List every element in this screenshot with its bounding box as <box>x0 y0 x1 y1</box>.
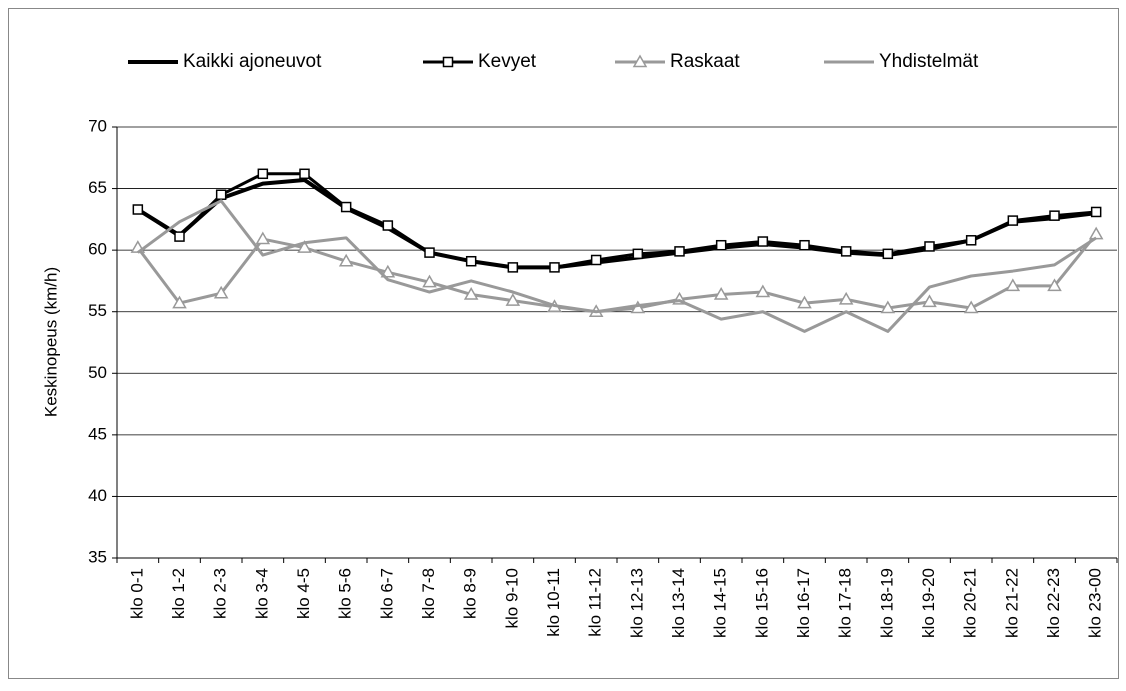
series-line <box>136 177 1097 270</box>
y-tick-label: 45 <box>88 424 107 443</box>
x-tick-label: klo 9-10 <box>502 568 521 628</box>
legend-label: Kevyet <box>478 51 537 72</box>
y-tick-label: 35 <box>88 547 107 566</box>
marker-triangle <box>1047 278 1062 292</box>
marker-square <box>257 168 269 180</box>
legend-label: Yhdistelmät <box>879 51 979 72</box>
marker-square <box>799 239 810 251</box>
marker-square <box>424 247 435 258</box>
marker-square <box>632 248 644 260</box>
marker-triangle <box>463 286 479 300</box>
marker-triangle <box>505 293 521 306</box>
x-tick-label: klo 23-00 <box>1086 568 1105 638</box>
marker-square <box>882 248 894 260</box>
y-axis-label: Keskinopeus (km/h) <box>41 267 60 417</box>
x-tick-label: klo 7-8 <box>419 568 438 619</box>
legend-label: Raskaat <box>670 51 740 72</box>
marker-square <box>382 220 394 231</box>
chart-frame <box>8 8 1119 679</box>
y-tick-label: 60 <box>88 240 107 259</box>
marker-triangle <box>213 285 229 299</box>
x-tick-label: klo 14-15 <box>711 568 730 638</box>
x-tick-label: klo 0-1 <box>127 568 146 619</box>
marker-triangle <box>338 253 354 267</box>
series-line <box>137 172 1097 269</box>
marker-square <box>549 262 560 273</box>
legend-label: Kaikki ajoneuvot <box>183 51 322 72</box>
marker-square <box>674 246 685 257</box>
marker-triangle <box>797 295 812 309</box>
marker-triangle <box>880 300 896 314</box>
marker-triangle <box>380 264 396 278</box>
x-tick-label: klo 18-19 <box>877 568 896 638</box>
series-line <box>136 199 1097 333</box>
y-tick-label: 40 <box>88 486 107 505</box>
marker-triangle <box>713 286 729 300</box>
marker-triangle <box>922 294 937 308</box>
marker-triangle <box>632 54 648 68</box>
marker-triangle <box>297 240 312 253</box>
x-tick-label: klo 11-12 <box>586 568 605 637</box>
y-tick-label: 65 <box>88 178 107 197</box>
x-tick-label: klo 8-9 <box>461 568 480 619</box>
marker-square <box>590 254 602 266</box>
x-tick-label: klo 2-3 <box>211 568 230 619</box>
marker-square <box>215 189 227 200</box>
marker-square <box>840 246 852 257</box>
x-tick-label: klo 13-14 <box>669 568 688 638</box>
marker-square <box>132 204 144 215</box>
x-tick-label: klo 3-4 <box>252 568 271 619</box>
x-tick-label: klo 22-23 <box>1044 568 1063 638</box>
marker-square <box>1090 206 1102 218</box>
marker-triangle <box>422 274 437 288</box>
marker-square <box>1049 210 1060 221</box>
marker-triangle <box>172 295 187 309</box>
x-tick-label: klo 20-21 <box>961 568 980 638</box>
x-tick-label: klo 21-22 <box>1002 568 1021 638</box>
x-tick-label: klo 15-16 <box>752 568 771 638</box>
marker-square <box>174 231 185 242</box>
x-tick-label: klo 12-13 <box>627 568 646 638</box>
marker-triangle <box>963 300 979 314</box>
x-tick-label: klo 17-18 <box>836 568 855 638</box>
marker-square <box>715 239 727 251</box>
x-tick-label: klo 10-11 <box>544 568 563 637</box>
marker-triangle <box>1005 278 1021 292</box>
x-tick-label: klo 5-6 <box>336 568 355 619</box>
marker-square <box>1007 215 1019 226</box>
marker-square <box>465 255 477 267</box>
marker-triangle <box>255 231 271 245</box>
marker-square <box>757 236 769 247</box>
y-tick-label: 50 <box>88 363 107 382</box>
marker-square <box>442 56 454 68</box>
x-tick-label: klo 4-5 <box>294 568 313 619</box>
marker-triangle <box>755 284 771 298</box>
marker-square <box>965 235 977 246</box>
y-tick-label: 55 <box>88 301 107 320</box>
x-tick-label: klo 19-20 <box>919 568 938 638</box>
x-tick-label: klo 16-17 <box>794 568 813 638</box>
x-tick-label: klo 1-2 <box>169 568 188 619</box>
marker-square <box>924 241 935 252</box>
marker-square <box>340 201 352 213</box>
marker-triangle <box>838 291 854 305</box>
marker-square <box>299 168 310 180</box>
y-tick-label: 70 <box>88 116 107 135</box>
x-tick-label: klo 6-7 <box>377 568 396 619</box>
legend: Kaikki ajoneuvot Kevyet Raskaat Yhdistelmät <box>128 51 979 72</box>
marker-square <box>507 262 519 273</box>
